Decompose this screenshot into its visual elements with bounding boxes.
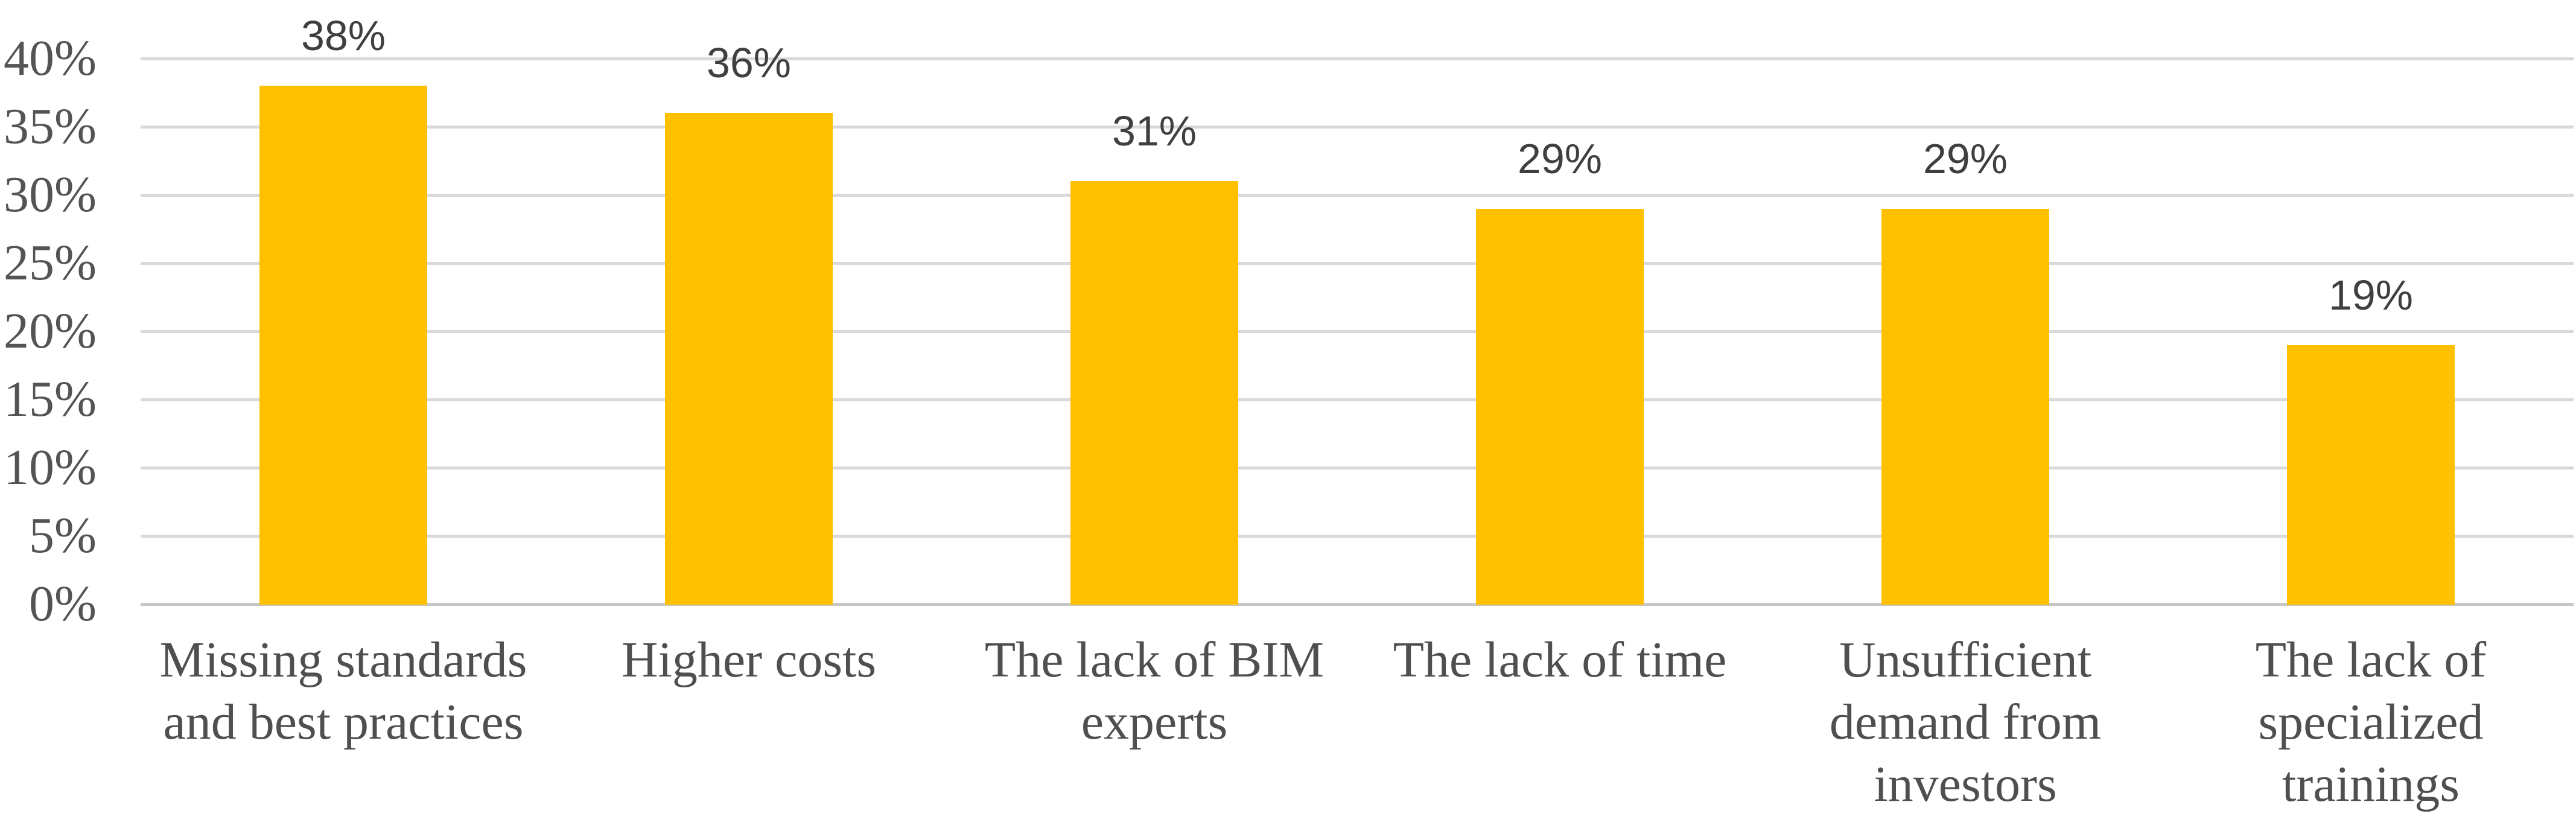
bar (259, 86, 427, 605)
category-label: Missing standards and best practices (159, 632, 527, 750)
y-tick-label: 25% (4, 235, 97, 291)
category-label: Higher costs (621, 632, 877, 688)
bar (1476, 208, 1644, 605)
y-tick-label: 40% (4, 30, 97, 86)
bar-value-label: 29% (1922, 135, 2008, 182)
gridline (141, 398, 2574, 401)
bar (2287, 345, 2455, 605)
x-axis-line (141, 603, 2574, 606)
bar (1881, 208, 2049, 605)
y-tick-label: 30% (4, 167, 97, 223)
gridline (141, 126, 2574, 129)
y-tick-label: 35% (4, 98, 97, 154)
bar-value-label: 29% (1517, 135, 1603, 182)
gridline (141, 194, 2574, 197)
category-label: The lack of time (1393, 632, 1727, 688)
category-label: The lack of BIM experts (984, 632, 1325, 750)
bar-value-label: 36% (706, 39, 792, 87)
y-tick-label: 15% (4, 371, 97, 427)
y-tick-label: 0% (29, 576, 97, 632)
gridline (141, 262, 2574, 265)
gridline (141, 330, 2574, 333)
bar-value-label: 19% (2328, 271, 2414, 319)
gridline (141, 535, 2574, 538)
category-label: Unsufficient demand from investors (1829, 632, 2102, 812)
y-tick-label: 5% (29, 508, 97, 564)
category-label: The lack of specialized trainings (2255, 632, 2487, 812)
gridline (141, 57, 2574, 60)
gridline (141, 466, 2574, 470)
bar (665, 113, 833, 605)
bar-value-label: 38% (301, 12, 386, 60)
bar-value-label: 31% (1111, 107, 1197, 155)
y-tick-label: 10% (4, 439, 97, 495)
bar (1070, 181, 1238, 605)
y-tick-label: 20% (4, 303, 97, 359)
